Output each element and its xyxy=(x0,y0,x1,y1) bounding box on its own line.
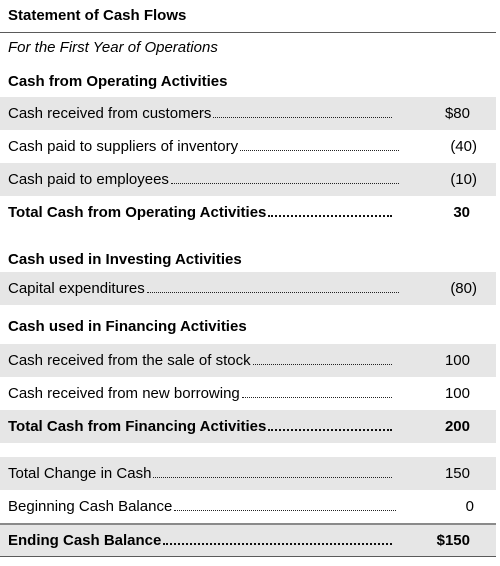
line-item: Cash received from customers $80 xyxy=(0,97,496,130)
cash-flow-statement: Statement of Cash Flows For the First Ye… xyxy=(0,0,496,557)
dot-leader xyxy=(170,183,399,184)
total-label: Total Cash from Operating Activities xyxy=(8,204,267,221)
line-item-label: Capital expenditures xyxy=(8,280,145,297)
investing-heading: Cash used in Investing Activities xyxy=(8,251,242,268)
line-item-amount: 0 xyxy=(465,498,474,515)
line-item-amount: $80 xyxy=(444,105,470,122)
total-amount: $150 xyxy=(436,532,470,549)
line-item-amount: (40) xyxy=(450,138,477,155)
dot-leader xyxy=(163,543,392,545)
line-item-label: Beginning Cash Balance xyxy=(8,498,173,515)
line-item-amount: 150 xyxy=(444,465,470,482)
line-item-label: Cash received from customers xyxy=(8,105,212,122)
line-item-label: Cash received from new borrowing xyxy=(8,385,240,402)
line-item-amount: (10) xyxy=(450,171,477,188)
line-item: Beginning Cash Balance 0 xyxy=(0,490,496,523)
statement-title: Statement of Cash Flows xyxy=(0,0,496,33)
line-item-label: Cash paid to employees xyxy=(8,171,169,188)
ending-balance-row: Ending Cash Balance $150 xyxy=(0,523,496,556)
dot-leader xyxy=(174,510,396,511)
financing-heading: Cash used in Financing Activities xyxy=(8,318,247,335)
dot-leader xyxy=(241,397,392,398)
line-item-label: Cash received from the sale of stock xyxy=(8,352,251,369)
operating-heading: Cash from Operating Activities xyxy=(8,73,228,90)
dot-leader xyxy=(268,215,392,217)
line-item: Capital expenditures (80) xyxy=(0,272,496,305)
line-item: Cash paid to employees (10) xyxy=(0,163,496,196)
total-amount: 30 xyxy=(453,204,470,221)
line-item: Cash paid to suppliers of inventory (40) xyxy=(0,130,496,163)
line-item-label: Total Change in Cash xyxy=(8,465,152,482)
line-item-amount: (80) xyxy=(450,280,477,297)
line-item-amount: 100 xyxy=(444,352,470,369)
total-label: Ending Cash Balance xyxy=(8,532,162,549)
total-amount: 200 xyxy=(444,418,470,435)
dot-leader xyxy=(146,292,399,293)
dot-leader xyxy=(268,429,392,431)
total-label: Total Cash from Financing Activities xyxy=(8,418,267,435)
dot-leader xyxy=(213,117,392,118)
line-item: Cash received from new borrowing 100 xyxy=(0,377,496,410)
dot-leader xyxy=(252,364,392,365)
statement-subtitle: For the First Year of Operations xyxy=(8,39,218,56)
dot-leader xyxy=(153,477,392,478)
financing-total-row: Total Cash from Financing Activities 200 xyxy=(0,410,496,443)
line-item-label: Cash paid to suppliers of inventory xyxy=(8,138,239,155)
line-item: Cash received from the sale of stock 100 xyxy=(0,344,496,377)
dot-leader xyxy=(240,150,399,151)
operating-total-row: Total Cash from Operating Activities 30 xyxy=(0,196,496,229)
bottom-rule xyxy=(0,556,496,557)
line-item: Total Change in Cash 150 xyxy=(0,457,496,490)
line-item-amount: 100 xyxy=(444,385,470,402)
